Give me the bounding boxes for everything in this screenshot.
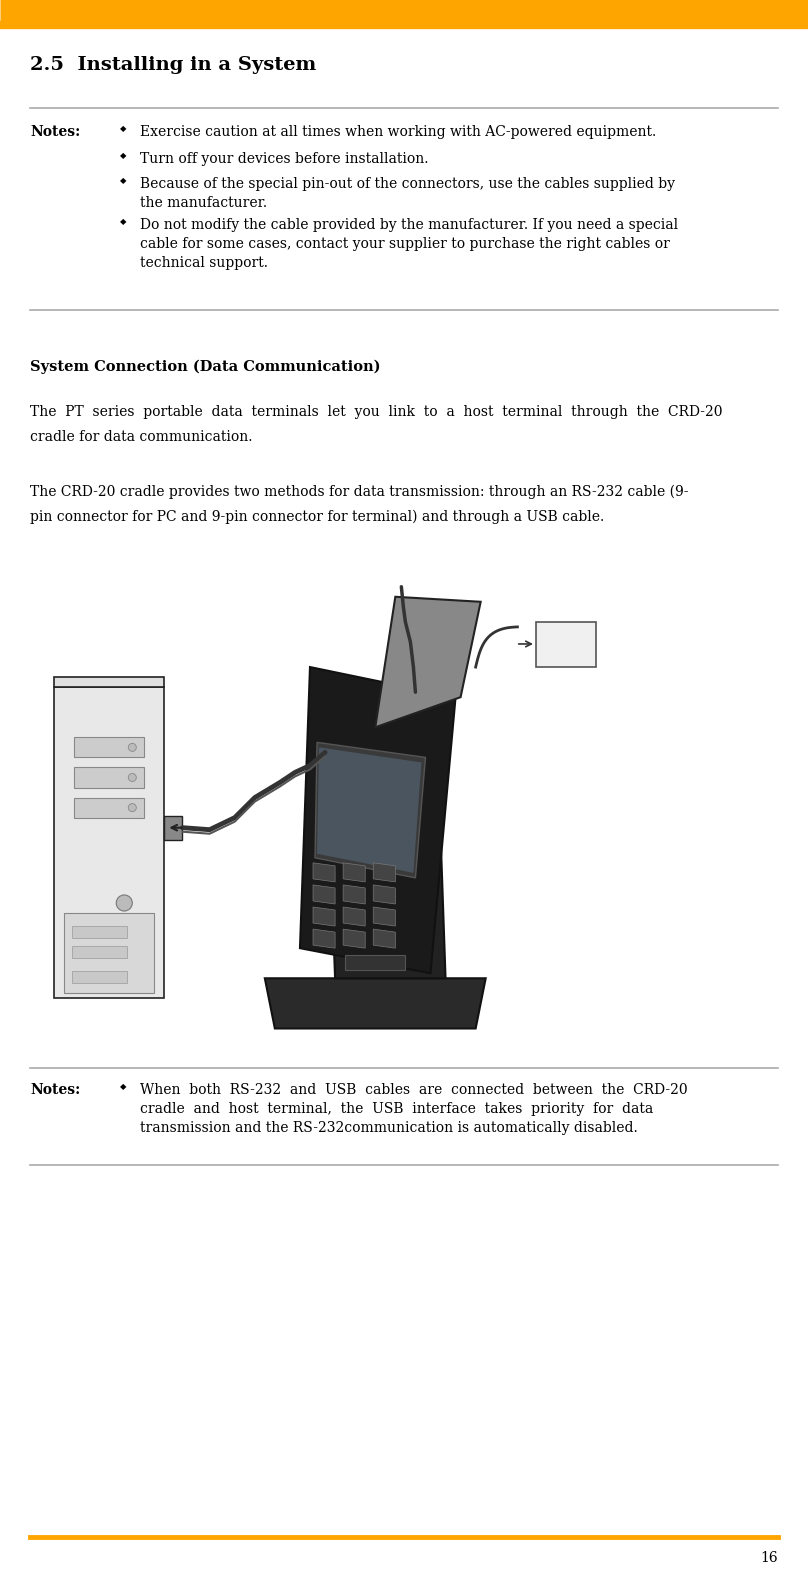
- Text: Turn off your devices before installation.: Turn off your devices before installatio…: [140, 152, 428, 166]
- Text: 16: 16: [760, 1552, 778, 1566]
- Text: Notes:: Notes:: [30, 1082, 80, 1097]
- FancyBboxPatch shape: [74, 738, 145, 757]
- Circle shape: [128, 743, 137, 752]
- Circle shape: [116, 894, 133, 912]
- Text: The CRD-20 cradle provides two methods for data transmission: through an RS-232 : The CRD-20 cradle provides two methods f…: [30, 485, 688, 499]
- FancyBboxPatch shape: [74, 768, 145, 787]
- Text: ◆: ◆: [120, 152, 127, 160]
- Polygon shape: [313, 885, 335, 904]
- Circle shape: [128, 774, 137, 782]
- Text: ◆: ◆: [120, 177, 127, 185]
- Polygon shape: [265, 978, 486, 1029]
- Text: Do not modify the cable provided by the manufacturer. If you need a special
cabl: Do not modify the cable provided by the …: [140, 218, 678, 270]
- FancyBboxPatch shape: [54, 687, 164, 999]
- Text: pin connector for PC and 9-pin connector for terminal) and through a USB cable.: pin connector for PC and 9-pin connector…: [30, 510, 604, 525]
- Polygon shape: [343, 885, 365, 904]
- Text: Because of the special pin-out of the connectors, use the cables supplied by
the: Because of the special pin-out of the co…: [140, 177, 675, 210]
- Text: 2.5  Installing in a System: 2.5 Installing in a System: [30, 55, 316, 74]
- Polygon shape: [313, 907, 335, 926]
- Polygon shape: [300, 667, 456, 973]
- Polygon shape: [373, 929, 395, 948]
- Polygon shape: [343, 907, 365, 926]
- Polygon shape: [54, 678, 164, 687]
- FancyBboxPatch shape: [164, 815, 183, 839]
- Polygon shape: [343, 929, 365, 948]
- Polygon shape: [373, 863, 395, 882]
- Polygon shape: [373, 907, 395, 926]
- Text: ◆: ◆: [120, 218, 127, 226]
- Polygon shape: [325, 687, 445, 978]
- Polygon shape: [375, 597, 481, 727]
- Text: System Connection (Data Communication): System Connection (Data Communication): [30, 360, 381, 374]
- Polygon shape: [315, 743, 426, 878]
- Circle shape: [128, 804, 137, 812]
- FancyBboxPatch shape: [72, 946, 128, 957]
- Text: Notes:: Notes:: [30, 125, 80, 139]
- Text: cradle for data communication.: cradle for data communication.: [30, 430, 252, 444]
- FancyBboxPatch shape: [72, 926, 128, 939]
- FancyBboxPatch shape: [64, 913, 154, 994]
- FancyBboxPatch shape: [536, 623, 596, 667]
- Polygon shape: [317, 747, 422, 872]
- Polygon shape: [373, 885, 395, 904]
- Text: When  both  RS-232  and  USB  cables  are  connected  between  the  CRD-20
cradl: When both RS-232 and USB cables are conn…: [140, 1082, 688, 1134]
- Text: ◆: ◆: [120, 125, 127, 133]
- Text: Exercise caution at all times when working with AC-powered equipment.: Exercise caution at all times when worki…: [140, 125, 656, 139]
- FancyBboxPatch shape: [74, 798, 145, 818]
- FancyBboxPatch shape: [72, 972, 128, 983]
- Text: The  PT  series  portable  data  terminals  let  you  link  to  a  host  termina: The PT series portable data terminals le…: [30, 404, 722, 419]
- Polygon shape: [313, 863, 335, 882]
- FancyBboxPatch shape: [345, 956, 406, 970]
- Text: ◆: ◆: [120, 1082, 127, 1092]
- Polygon shape: [313, 929, 335, 948]
- Polygon shape: [343, 863, 365, 882]
